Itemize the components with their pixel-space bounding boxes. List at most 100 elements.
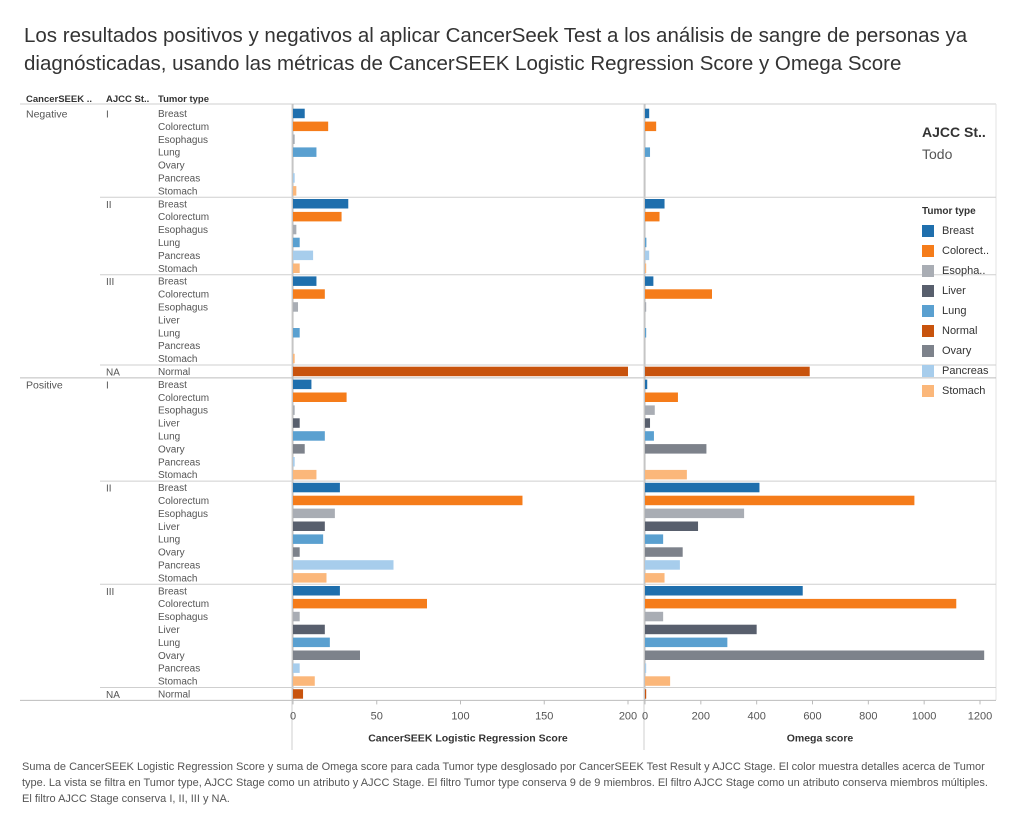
bar-lr-breast [293, 379, 312, 390]
legend-swatch [922, 325, 934, 337]
legend-swatch [922, 225, 934, 237]
legend-swatch [922, 285, 934, 297]
tumor-label: Liver [158, 522, 180, 533]
filter-card-title[interactable]: AJCC St.. [922, 124, 986, 140]
bar-lr-colorectum [293, 289, 325, 299]
legend-item[interactable]: Stomach [922, 381, 1012, 401]
bar-lr-lung [293, 637, 330, 648]
bar-omega-lung [645, 147, 651, 157]
legend-item[interactable]: Liver [922, 281, 1012, 301]
x-tick-label: 200 [692, 710, 710, 722]
legend-label: Pancreas [942, 365, 989, 377]
stage-label: II [106, 200, 112, 211]
bar-omega-esophagus [645, 611, 664, 622]
bar-omega-breast [645, 108, 650, 119]
bar-lr-lung [293, 534, 324, 544]
bar-lr-breast [293, 586, 340, 596]
bar-omega-liver [645, 521, 699, 531]
bar-omega-pancreas [645, 250, 650, 261]
bar-omega-esophagus [645, 508, 745, 519]
bar-lr-breast [293, 482, 340, 493]
bar-lr-liver [293, 624, 325, 635]
tumor-label: Stomach [158, 354, 197, 365]
tumor-label: Pancreas [158, 251, 200, 262]
tumor-label: Pancreas [158, 457, 200, 468]
bar-lr-liver [293, 418, 300, 428]
tumor-label: Lung [158, 638, 180, 649]
footnote-caption: Suma de CancerSEEK Logistic Regression S… [22, 761, 988, 805]
legend-item[interactable]: Breast [922, 221, 1012, 241]
legend-label: Liver [942, 285, 966, 297]
legend-item[interactable]: Lung [922, 301, 1012, 321]
tumor-label: Pancreas [158, 561, 200, 572]
tumor-label: Breast [158, 483, 187, 494]
tumor-label: Colorectum [158, 290, 209, 301]
bar-omega-esophagus [645, 302, 647, 312]
legend-swatch [922, 385, 934, 397]
tumor-label: Stomach [158, 470, 197, 481]
filter-card-value[interactable]: Todo [922, 146, 953, 162]
bar-lr-stomach [293, 573, 327, 583]
legend-item[interactable]: Ovary [922, 341, 1012, 361]
bar-lr-esophagus [293, 405, 295, 415]
legend-item[interactable]: Pancreas [922, 361, 1012, 381]
row-header: Tumor type [158, 94, 209, 105]
result-label: Positive [26, 379, 63, 391]
legend-item[interactable]: Esopha.. [922, 261, 1012, 281]
tumor-label: Esophagus [158, 135, 208, 146]
legend-label: Colorect.. [942, 245, 990, 257]
bar-lr-stomach [293, 353, 295, 364]
bar-lr-breast [293, 276, 317, 286]
tumor-label: Lung [158, 432, 180, 443]
bar-lr-colorectum [293, 392, 347, 402]
bar-lr-lung [293, 328, 300, 338]
bar-omega-liver [645, 624, 757, 635]
stage-label: NA [106, 690, 120, 701]
bar-omega-breast [645, 586, 803, 596]
tumor-label: Esophagus [158, 406, 208, 417]
tumor-label: Lung [158, 238, 180, 249]
result-label: Negative [26, 109, 68, 121]
legend-item[interactable]: Normal [922, 321, 1012, 341]
bar-omega-stomach [645, 263, 647, 273]
x-tick-label: 200 [619, 710, 637, 722]
tumor-label: Breast [158, 380, 187, 391]
legend-swatch [922, 305, 934, 317]
x-tick-label: 400 [747, 710, 765, 722]
bar-omega-stomach [645, 469, 687, 480]
tumor-label: Lung [158, 148, 180, 159]
bar-lr-stomach [293, 676, 315, 686]
bar-omega-lung [645, 237, 647, 248]
bar-lr-colorectum [293, 495, 523, 506]
legend-label: Stomach [942, 385, 986, 397]
legend-swatch [922, 345, 934, 357]
legend-item[interactable]: Colorect.. [922, 241, 1012, 261]
legend-items: Breast Colorect.. Esopha.. Liver Lung Normal O… [922, 221, 1012, 401]
bar-omega-lung [645, 431, 654, 441]
tumor-label: Breast [158, 199, 187, 210]
legend-swatch [922, 365, 934, 377]
bar-omega-pancreas [645, 663, 647, 673]
bar-omega-ovary [645, 547, 683, 557]
bar-omega-colorectum [645, 121, 657, 132]
stage-label: III [106, 587, 114, 598]
tumor-label: Esophagus [158, 225, 208, 236]
legend-label: Normal [942, 325, 978, 337]
tumor-label: Ovary [158, 548, 185, 559]
bar-omega-lung [645, 637, 728, 648]
bar-lr-stomach [293, 186, 297, 196]
tumor-label: Colorectum [158, 212, 209, 223]
bar-omega-colorectum [645, 495, 915, 506]
tumor-label: Colorectum [158, 496, 209, 507]
tumor-label: Breast [158, 586, 187, 597]
row-header: CancerSEEK .. [26, 94, 92, 105]
tumor-label: Colorectum [158, 122, 209, 133]
legend-title: Tumor type [922, 206, 976, 217]
tumor-label: Breast [158, 277, 187, 288]
bar-omega-normal [645, 689, 647, 699]
tumor-label: Ovary [158, 444, 185, 455]
tumor-label: Esophagus [158, 303, 208, 314]
bar-omega-colorectum [645, 598, 957, 609]
x-tick-label: 0 [642, 710, 648, 722]
bar-omega-breast [645, 276, 654, 286]
